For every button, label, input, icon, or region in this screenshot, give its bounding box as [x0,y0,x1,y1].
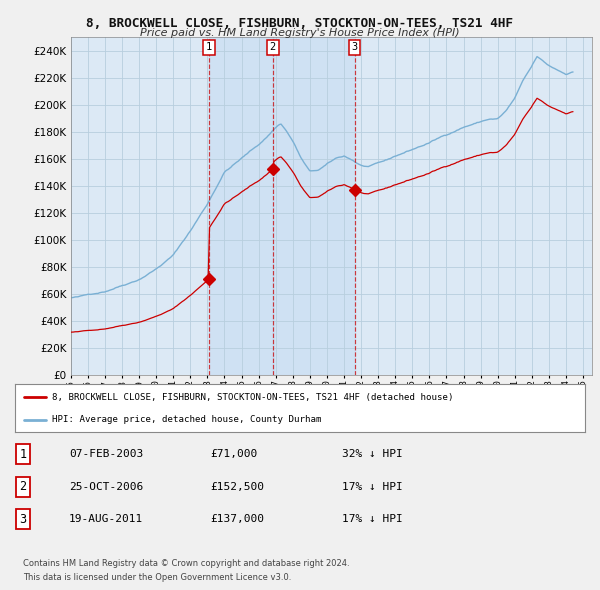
Text: 17% ↓ HPI: 17% ↓ HPI [342,514,403,524]
Text: 32% ↓ HPI: 32% ↓ HPI [342,450,403,459]
Text: 3: 3 [352,42,358,53]
Text: 8, BROCKWELL CLOSE, FISHBURN, STOCKTON-ON-TEES, TS21 4HF (detached house): 8, BROCKWELL CLOSE, FISHBURN, STOCKTON-O… [52,392,454,402]
Text: £152,500: £152,500 [210,482,264,491]
Text: £137,000: £137,000 [210,514,264,524]
Text: 19-AUG-2011: 19-AUG-2011 [69,514,143,524]
Text: 2: 2 [19,480,26,493]
Text: 07-FEB-2003: 07-FEB-2003 [69,450,143,459]
Bar [71,37,209,375]
Bar [273,37,355,375]
Text: 3: 3 [19,513,26,526]
Text: 2: 2 [269,42,276,53]
Text: 8, BROCKWELL CLOSE, FISHBURN, STOCKTON-ON-TEES, TS21 4HF: 8, BROCKWELL CLOSE, FISHBURN, STOCKTON-O… [86,17,514,30]
Text: £71,000: £71,000 [210,450,257,459]
Bar [355,37,592,375]
Text: Price paid vs. HM Land Registry's House Price Index (HPI): Price paid vs. HM Land Registry's House … [140,28,460,38]
Text: Contains HM Land Registry data © Crown copyright and database right 2024.: Contains HM Land Registry data © Crown c… [23,559,349,568]
Text: 1: 1 [206,42,212,53]
Text: 1: 1 [19,448,26,461]
Text: HPI: Average price, detached house, County Durham: HPI: Average price, detached house, Coun… [52,415,322,424]
Bar [273,37,355,375]
Bar [209,37,273,375]
Text: 25-OCT-2006: 25-OCT-2006 [69,482,143,491]
Bar [209,37,273,375]
Text: This data is licensed under the Open Government Licence v3.0.: This data is licensed under the Open Gov… [23,573,291,582]
Text: 17% ↓ HPI: 17% ↓ HPI [342,482,403,491]
